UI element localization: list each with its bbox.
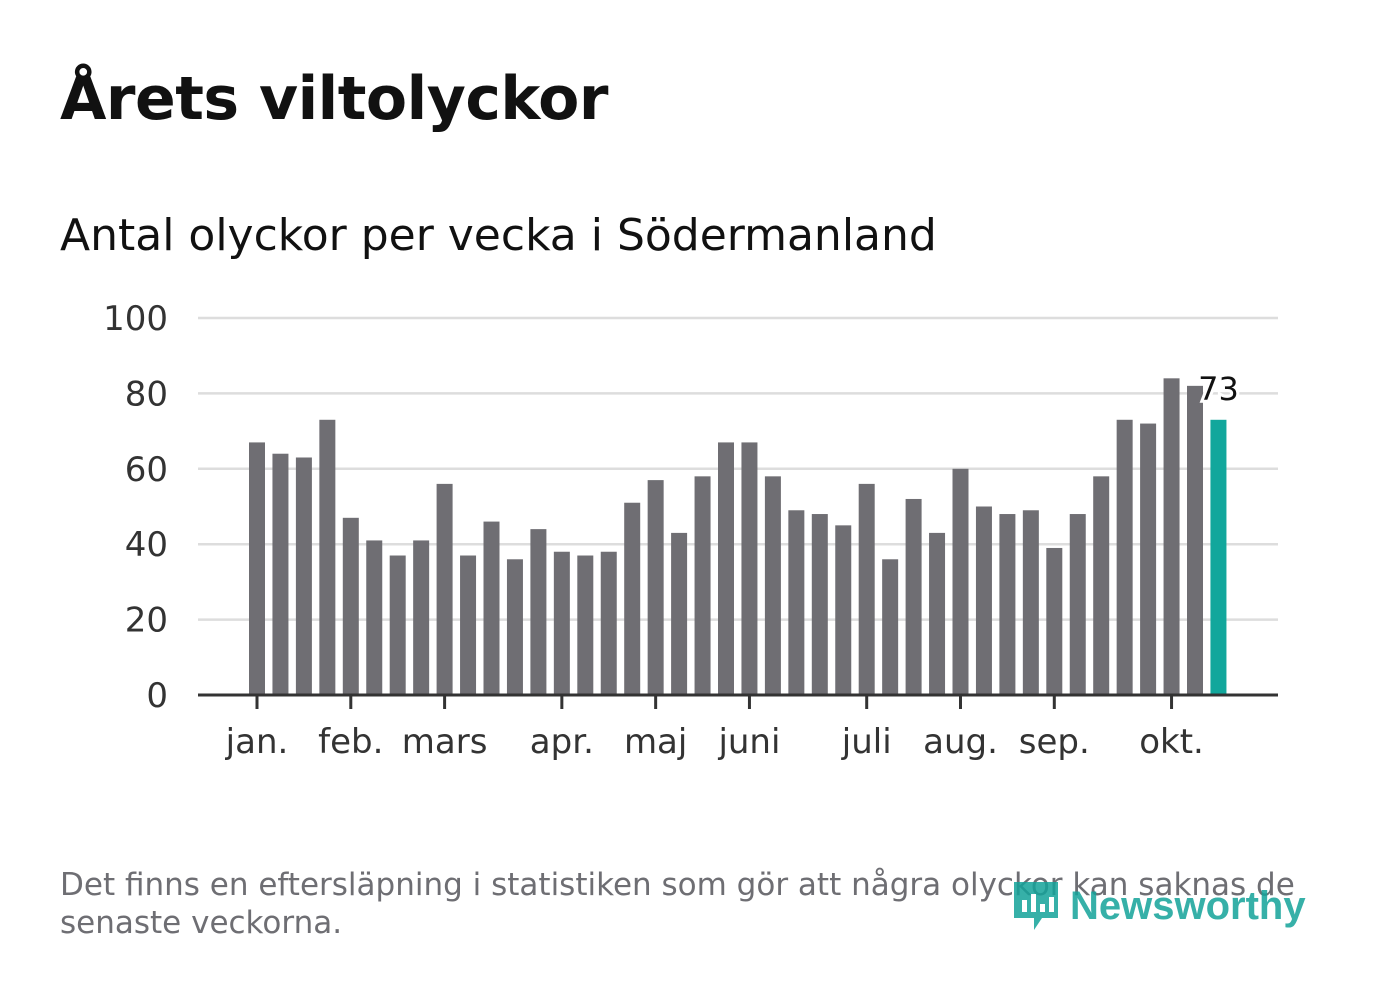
chart-subtitle: Antal olyckor per vecka i Södermanland	[60, 210, 937, 261]
bar-week-37	[1093, 476, 1110, 695]
bar-week-25	[811, 514, 828, 695]
bar-week-20	[694, 476, 711, 695]
x-tick-label-35: sep.	[1019, 722, 1090, 762]
bar-week-42	[1210, 419, 1227, 695]
x-tick-label-40: okt.	[1139, 722, 1204, 762]
bar-week-15	[577, 555, 594, 695]
bar-week-31	[952, 468, 969, 695]
bar-week-36	[1069, 514, 1086, 695]
bar-week-18	[647, 480, 664, 695]
bar-week-3	[295, 457, 312, 695]
bar-week-16	[600, 551, 617, 695]
bar-week-19	[671, 532, 688, 695]
x-tick-label-27: juli	[841, 722, 892, 762]
bar-week-26	[835, 525, 852, 695]
bar-value-label: 73	[1198, 370, 1239, 408]
x-tick-label-22: juni	[717, 722, 780, 762]
bar-week-2	[272, 453, 289, 695]
y-tick-label-60: 60	[125, 450, 168, 490]
x-tick-label-5: feb.	[318, 722, 383, 762]
bar-week-5	[342, 517, 359, 695]
x-tick-label-14: apr.	[530, 722, 594, 762]
bar-week-8	[413, 540, 430, 695]
bar-week-39	[1140, 423, 1157, 695]
bar-week-23	[764, 476, 781, 695]
bar-week-4	[319, 419, 336, 695]
footnote: Det finns en eftersläpning i statistiken…	[60, 867, 1295, 941]
bar-week-17	[624, 502, 641, 695]
bar-week-22	[741, 442, 758, 695]
x-tick-label-9: mars	[402, 722, 488, 762]
chart-title: Årets viltolyckor	[60, 64, 609, 134]
bar-week-24	[788, 510, 805, 695]
bar-week-10	[460, 555, 477, 695]
bar-week-1	[249, 442, 265, 695]
bar-week-28	[882, 559, 899, 695]
bar-week-9	[436, 483, 453, 695]
bar-week-21	[718, 442, 734, 695]
bar-week-29	[905, 498, 922, 695]
bar-week-34	[1022, 510, 1039, 695]
bar-week-33	[999, 514, 1016, 695]
bar-week-30	[929, 532, 946, 695]
bar-week-27	[858, 483, 875, 695]
brand-name: Newsworthy	[1070, 883, 1306, 928]
bar-week-32	[975, 506, 992, 695]
bar-week-11	[483, 521, 500, 695]
y-tick-label-80: 80	[125, 374, 168, 414]
brand-logo: Newsworthy	[1010, 878, 1306, 934]
bar-week-38	[1116, 419, 1133, 695]
bar-week-35	[1046, 547, 1063, 695]
bar-week-41	[1187, 385, 1203, 695]
y-tick-label-40: 40	[125, 525, 168, 565]
x-tick-label-18: maj	[624, 722, 687, 762]
x-tick-label-1: jan.	[225, 722, 289, 762]
newsworthy-logo-icon	[1014, 882, 1058, 930]
bar-week-7	[389, 555, 406, 695]
bar-week-12	[506, 559, 523, 695]
bar-week-14	[553, 551, 570, 695]
bar-week-40	[1163, 378, 1180, 695]
bar-week-13	[530, 529, 547, 695]
bar-week-6	[366, 540, 383, 695]
y-tick-label-20: 20	[125, 601, 168, 641]
y-tick-label-0: 0	[146, 676, 168, 716]
y-tick-label-100: 100	[103, 299, 168, 339]
x-tick-label-31: aug.	[923, 722, 998, 762]
